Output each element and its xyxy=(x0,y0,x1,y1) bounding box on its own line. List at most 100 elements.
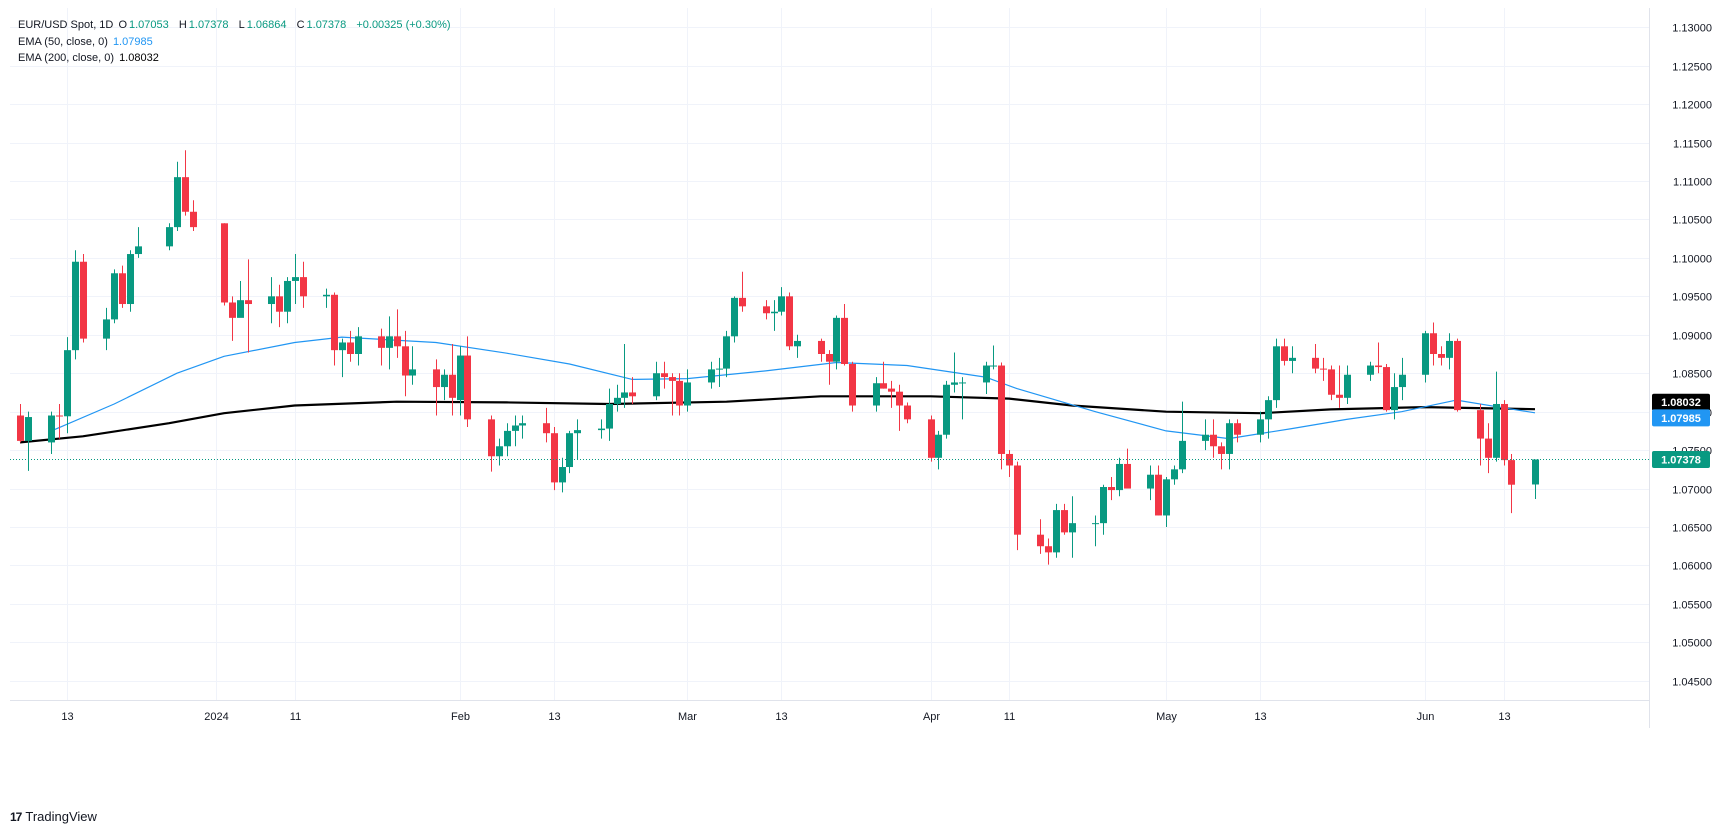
candle-body xyxy=(669,377,676,381)
candle xyxy=(669,373,676,416)
candle-body xyxy=(300,277,307,297)
candle xyxy=(1155,465,1162,516)
candle xyxy=(1454,338,1461,412)
candle xyxy=(1367,361,1374,381)
candle xyxy=(229,296,236,341)
candle-body xyxy=(1014,465,1021,535)
candle-body xyxy=(519,423,526,426)
candle-body xyxy=(1328,369,1335,395)
tradingview-attribution[interactable]: 17 TradingView xyxy=(10,809,97,824)
candle xyxy=(574,419,581,460)
candle-body xyxy=(1218,446,1225,454)
candle xyxy=(111,269,118,324)
candle xyxy=(409,346,416,385)
candle xyxy=(182,150,189,216)
candle-body xyxy=(409,369,416,376)
candle xyxy=(1037,519,1044,554)
candle-body xyxy=(1226,423,1233,454)
candle-body xyxy=(833,317,840,362)
candle xyxy=(566,430,573,474)
candle xyxy=(1289,346,1296,374)
candle xyxy=(1485,423,1492,474)
candle xyxy=(488,415,495,472)
candle-body xyxy=(25,417,32,441)
price-tick-label: 1.09500 xyxy=(1672,292,1712,304)
candle-body xyxy=(441,374,448,388)
candle-body xyxy=(1493,403,1500,458)
candle xyxy=(292,254,299,305)
candle xyxy=(943,380,950,439)
candle xyxy=(833,315,840,370)
candle xyxy=(1281,338,1288,366)
price-tick-label: 1.10500 xyxy=(1672,215,1712,227)
candle xyxy=(614,384,621,412)
candle-body xyxy=(998,365,1005,454)
candle xyxy=(72,250,79,360)
symbol-title[interactable]: EUR/USD Spot, 1D xyxy=(18,19,114,31)
candle-body xyxy=(48,415,55,443)
candle xyxy=(56,403,63,439)
candle xyxy=(1477,403,1484,466)
candle xyxy=(284,277,291,324)
ema-200-line xyxy=(19,395,1536,444)
candle xyxy=(998,362,1005,470)
candle xyxy=(1092,515,1099,547)
candle-body xyxy=(433,369,440,388)
candle xyxy=(1257,411,1264,443)
candle-body xyxy=(1430,333,1437,354)
candle xyxy=(496,438,503,466)
candle-body xyxy=(237,300,244,318)
candle xyxy=(1273,338,1280,408)
candle-body xyxy=(245,300,252,305)
time-tick-label: 13 xyxy=(1254,711,1266,723)
candle xyxy=(1391,373,1398,420)
legend-ema50-row[interactable]: EMA (50, close, 0) 1.07985 xyxy=(18,34,458,51)
time-axis[interactable]: 13 2024 11 Feb 13 Mar 13 Apr 11 May 13 Jun 13 xyxy=(61,711,1510,723)
candle-body xyxy=(1501,403,1508,461)
candle-body xyxy=(72,261,79,351)
price-tick-label: 1.13000 xyxy=(1672,23,1712,35)
candle xyxy=(990,345,997,370)
candle-body xyxy=(347,342,354,354)
candle xyxy=(276,284,283,328)
candle-body xyxy=(731,297,738,337)
candle xyxy=(1265,396,1272,439)
candle xyxy=(983,361,990,394)
candle xyxy=(1163,477,1170,527)
price-axis[interactable]: 1.04500 1.05000 1.05500 1.06000 1.06500 1.070… xyxy=(1672,23,1712,689)
candle-body xyxy=(1422,333,1429,375)
candle xyxy=(1328,365,1335,401)
candle xyxy=(1179,401,1186,474)
candle xyxy=(959,377,966,420)
price-tick-label: 1.08500 xyxy=(1672,369,1712,381)
candle-body xyxy=(983,365,990,383)
candle-body xyxy=(119,273,126,305)
price-tick-label: 1.06500 xyxy=(1672,523,1712,535)
candle xyxy=(1226,419,1233,470)
time-tick-label: 2024 xyxy=(204,711,228,723)
candle-body xyxy=(888,388,895,392)
candle xyxy=(1508,453,1515,514)
candle-body xyxy=(614,397,621,404)
candle-body xyxy=(512,425,519,431)
candle-body xyxy=(64,350,71,417)
candle xyxy=(190,200,197,231)
price-labels: 1.08032 1.07985 1.07378 xyxy=(1652,393,1710,468)
candle-body xyxy=(1108,487,1115,491)
price-tick-label: 1.12000 xyxy=(1672,100,1712,112)
candle-body xyxy=(1265,400,1272,420)
candle xyxy=(708,361,715,389)
candle xyxy=(1045,538,1052,565)
candle xyxy=(849,361,856,412)
candle-body xyxy=(1281,346,1288,361)
candle xyxy=(127,250,134,312)
candle-body xyxy=(684,382,691,406)
price-label-tag: 1.07985 xyxy=(1652,409,1710,427)
time-tick-label: 13 xyxy=(61,711,73,723)
chart-legend: EUR/USD Spot, 1D O 1.07053 H 1.07378 L 1.06… xyxy=(18,17,458,67)
candle-body xyxy=(1069,523,1076,533)
candle xyxy=(1218,442,1225,470)
grid-lines xyxy=(10,8,1650,728)
legend-ema200-row[interactable]: EMA (200, close, 0) 1.08032 xyxy=(18,50,458,67)
